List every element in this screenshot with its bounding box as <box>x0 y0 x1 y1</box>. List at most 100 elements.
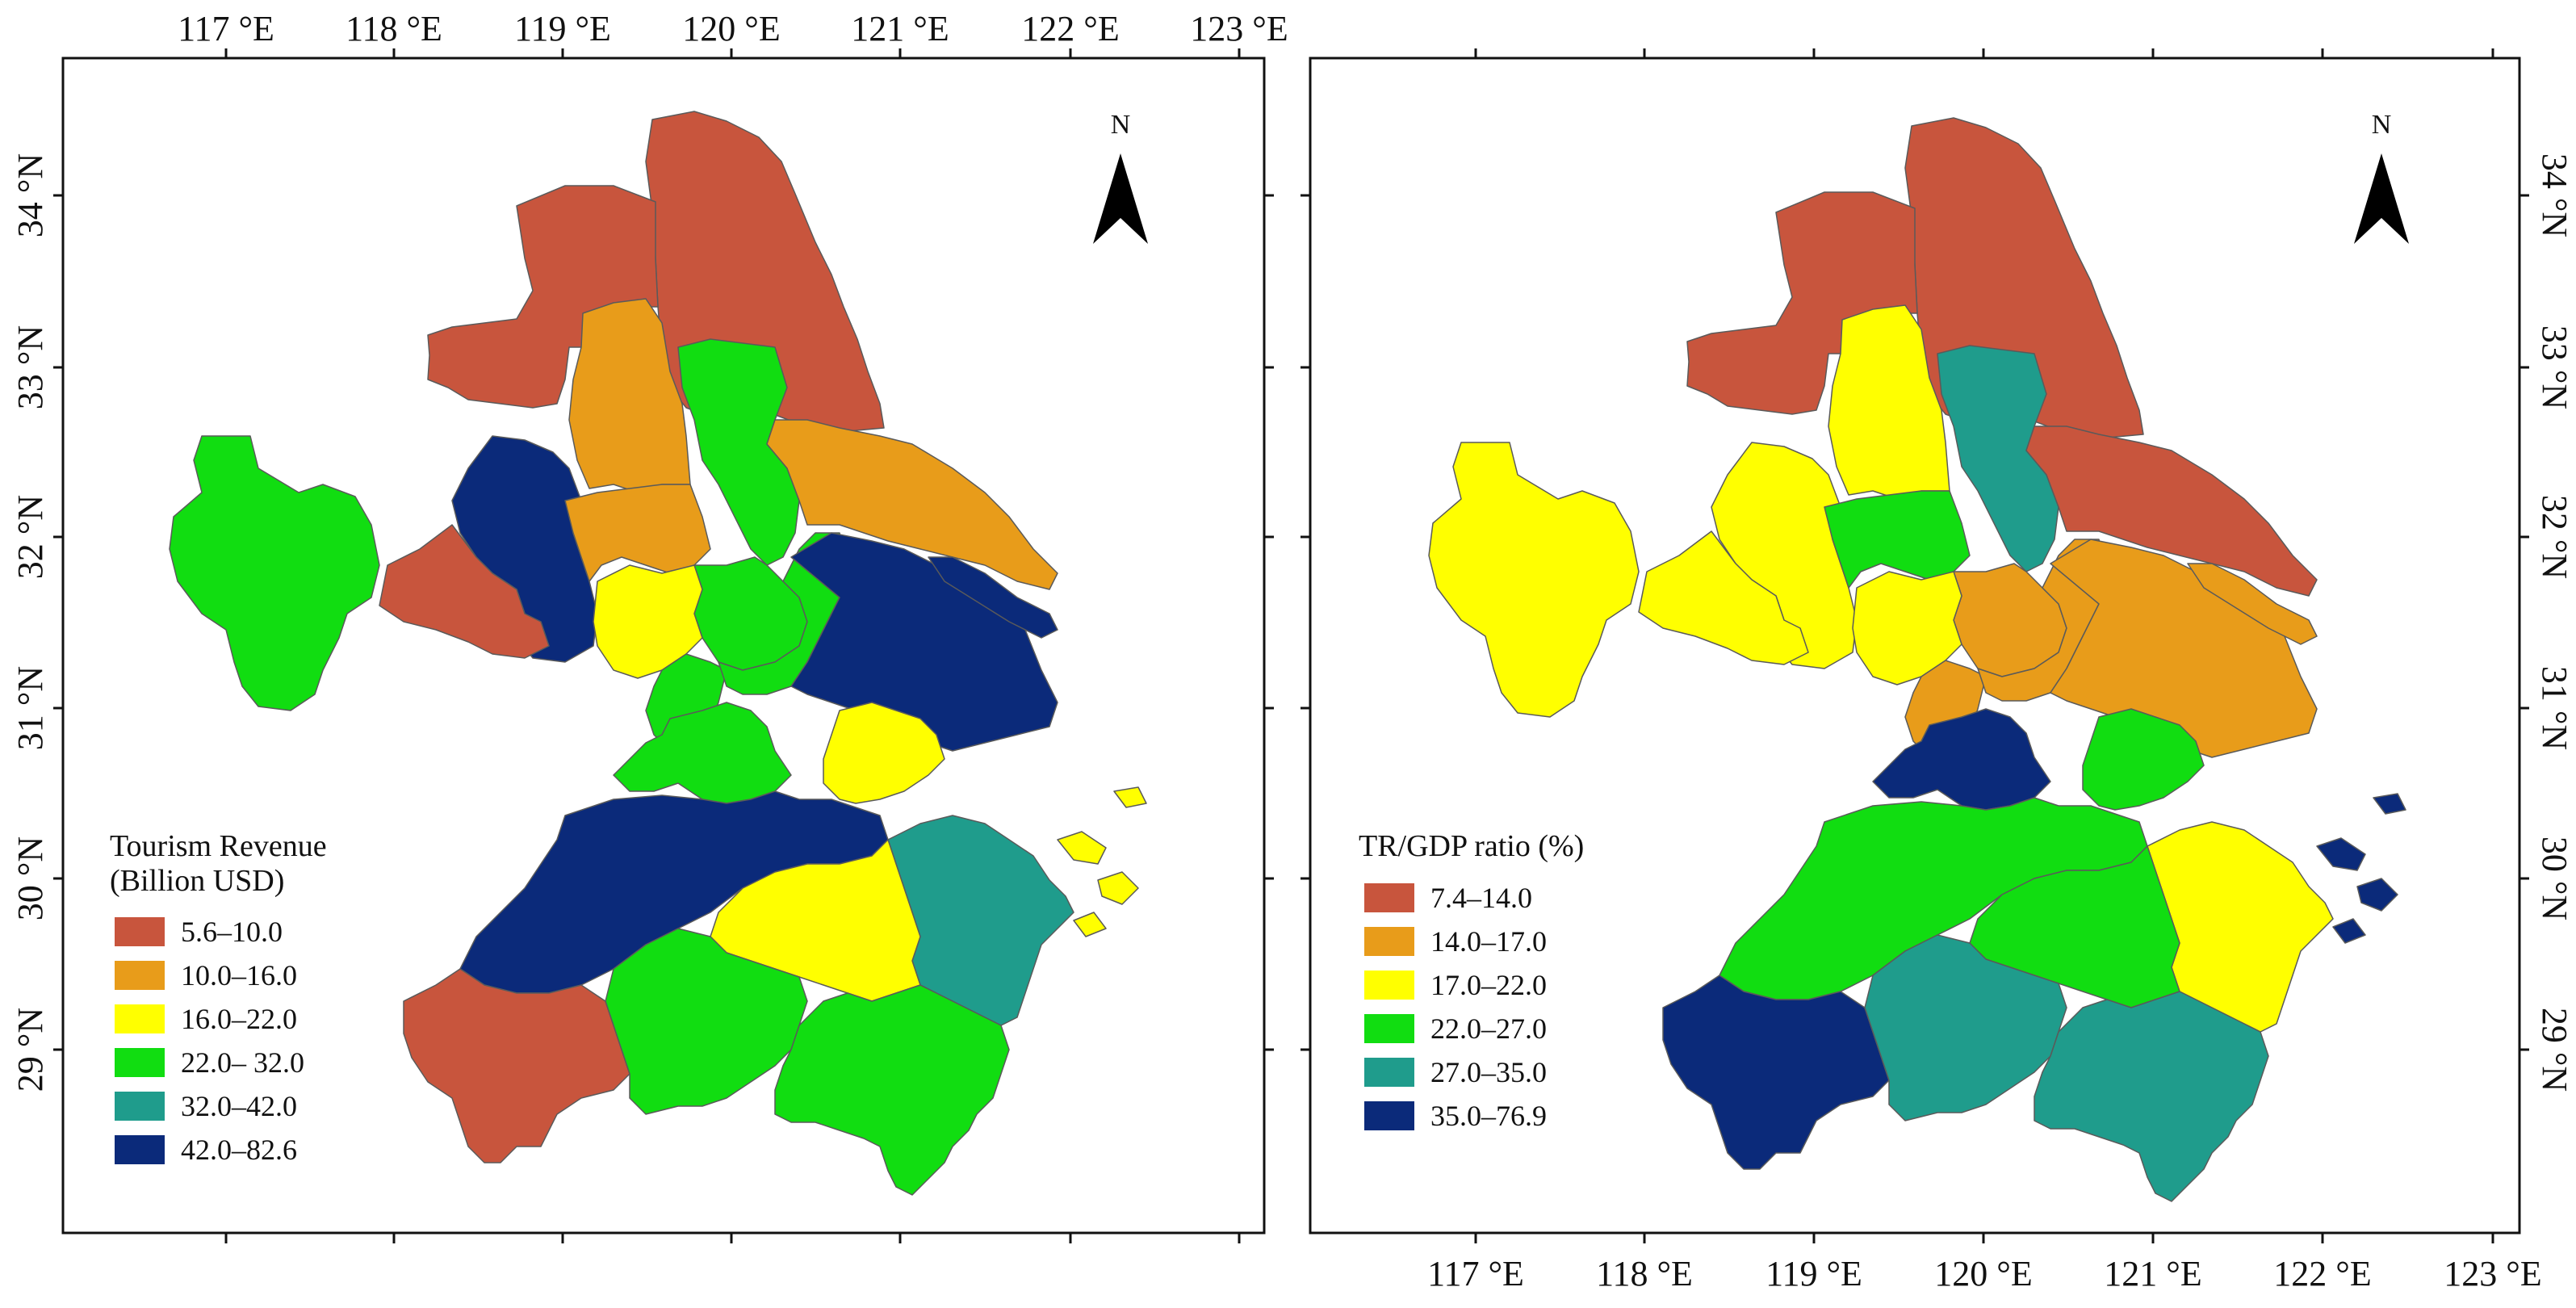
legend-label: 10.0–16.0 <box>181 959 297 991</box>
region-taizhou-zj <box>774 984 1010 1196</box>
left-lon-label: 118 °E <box>346 9 442 48</box>
right-lon-label: 117 °E <box>1427 1254 1524 1293</box>
left-lat-label: 30 °N <box>10 836 50 920</box>
legend-subtitle: (Billion USD) <box>110 864 284 898</box>
legend-title: Tourism Revenue <box>110 829 327 863</box>
legend-label: 17.0–22.0 <box>1430 969 1547 1001</box>
right-lon-label: 120 °E <box>1934 1254 2032 1293</box>
left-lat-label: 29 °N <box>10 1008 50 1092</box>
left-north-arrow: N <box>1093 110 1148 244</box>
region-northwest <box>1686 191 1918 415</box>
legend-swatch <box>1364 927 1414 956</box>
right-lon-label: 122 °E <box>2273 1254 2371 1293</box>
legend-swatch <box>1364 883 1414 912</box>
region-huangshan <box>403 968 630 1163</box>
left-legend: Tourism Revenue (Billion USD) 5.6–10.0 10… <box>110 829 327 1166</box>
left-lat-ticks <box>53 194 1274 1051</box>
region-chuzhou <box>451 435 598 663</box>
legend-swatch <box>115 1135 165 1164</box>
left-lon-label: 123 °E <box>1190 9 1288 48</box>
left-lon-label: 122 °E <box>1021 9 1119 48</box>
region-chongming <box>928 556 1058 639</box>
legend-label: 35.0–76.9 <box>1430 1100 1547 1132</box>
left-lat-label: 33 °N <box>10 325 50 409</box>
right-lat-label: 29 °N <box>2535 1008 2574 1092</box>
left-lon-ticks <box>224 48 1241 1243</box>
right-lat-label: 31 °N <box>2535 666 2574 750</box>
right-lat-label: 34 °N <box>2535 153 2574 237</box>
north-arrow-icon <box>2354 153 2409 244</box>
region-hefei <box>1428 442 1640 718</box>
legend-title: TR/GDP ratio (%) <box>1359 829 1584 863</box>
right-legend: TR/GDP ratio (%) 7.4–14.0 14.0–17.0 17.0–2… <box>1359 829 1584 1132</box>
left-lat-label: 32 °N <box>10 495 50 579</box>
legend-label: 22.0–27.0 <box>1430 1012 1547 1045</box>
right-lat-label: 30 °N <box>2535 836 2574 920</box>
region-jinhua <box>1864 934 2067 1121</box>
right-map-frame <box>1309 57 2521 1235</box>
region-jiaxing <box>2082 708 2205 811</box>
region-chuzhou <box>1711 442 1858 669</box>
legend-label: 14.0–17.0 <box>1430 925 1547 958</box>
north-label: N <box>2372 110 2392 140</box>
region-islands <box>2316 793 2406 944</box>
north-arrow-icon <box>1093 153 1148 244</box>
legend-label: 5.6–10.0 <box>181 916 283 948</box>
region-jinhua <box>605 928 808 1115</box>
legend-label: 42.0–82.6 <box>181 1134 297 1166</box>
legend-swatch <box>115 1092 165 1121</box>
right-choropleth <box>1428 117 2406 1202</box>
left-lon-label: 119 °E <box>514 9 611 48</box>
left-choropleth <box>169 111 1147 1196</box>
right-lat-label: 32 °N <box>2535 495 2574 579</box>
legend-swatch <box>115 1048 165 1077</box>
region-jiaxing <box>823 702 945 804</box>
region-hefei <box>169 435 380 711</box>
left-lat-labels: 34 °N 33 °N 32 °N 31 °N 30 °N 29 °N <box>10 153 50 1092</box>
region-chongming <box>2187 563 2318 645</box>
legend-swatch <box>1364 1014 1414 1043</box>
left-lat-label: 31 °N <box>10 666 50 750</box>
left-map-frame <box>61 57 1266 1235</box>
left-lon-label: 120 °E <box>682 9 780 48</box>
region-zhenjiang <box>1852 571 1962 685</box>
legend-swatch <box>115 1004 165 1033</box>
region-sq-green <box>1937 345 2059 572</box>
region-yancheng-e <box>766 419 1058 590</box>
region-zhenjiang <box>593 564 703 679</box>
legend-swatch <box>1364 1101 1414 1130</box>
north-label: N <box>1111 110 1131 140</box>
region-wuxi <box>1872 708 2051 811</box>
region-taizhou-zj <box>2034 991 2269 1202</box>
right-lon-labels: 117 °E 118 °E 119 °E 120 °E 121 °E 122 °… <box>1427 1254 2542 1293</box>
region-huangshan <box>1662 975 1890 1170</box>
region-maanshan <box>1638 530 1809 665</box>
legend-label: 7.4–14.0 <box>1430 882 1532 914</box>
legend-swatch <box>1364 971 1414 1000</box>
left-map-panel: 117 °E 118 °E 119 °E 120 °E 121 °E 122 °… <box>10 9 1288 1243</box>
left-lon-label: 117 °E <box>178 9 274 48</box>
right-lon-label: 123 °E <box>2444 1254 2541 1293</box>
right-lon-label: 121 °E <box>2104 1254 2201 1293</box>
legend-label: 22.0– 32.0 <box>181 1046 304 1079</box>
right-map-panel: 117 °E 118 °E 119 °E 120 °E 121 °E 122 °… <box>1301 48 2574 1293</box>
legend-swatch <box>1364 1058 1414 1087</box>
left-lon-label: 121 °E <box>851 9 949 48</box>
right-lat-ticks <box>1301 194 2529 1051</box>
region-wuxi <box>613 702 792 804</box>
right-lat-labels: 34 °N 33 °N 32 °N 31 °N 30 °N 29 °N <box>2535 153 2574 1092</box>
left-lat-label: 34 °N <box>10 153 50 237</box>
region-islands <box>1057 786 1147 937</box>
legend-swatch <box>115 917 165 946</box>
right-lon-ticks <box>1474 48 2494 1243</box>
right-north-arrow: N <box>2354 110 2409 244</box>
legend-label: 32.0–42.0 <box>181 1090 297 1122</box>
legend-swatch <box>115 961 165 990</box>
region-northwest <box>427 185 659 409</box>
region-sq-green <box>677 338 800 566</box>
right-lon-label: 119 °E <box>1766 1254 1862 1293</box>
right-lat-label: 33 °N <box>2535 325 2574 409</box>
left-lon-labels: 117 °E 118 °E 119 °E 120 °E 121 °E 122 °… <box>178 9 1288 48</box>
region-maanshan <box>379 524 550 659</box>
